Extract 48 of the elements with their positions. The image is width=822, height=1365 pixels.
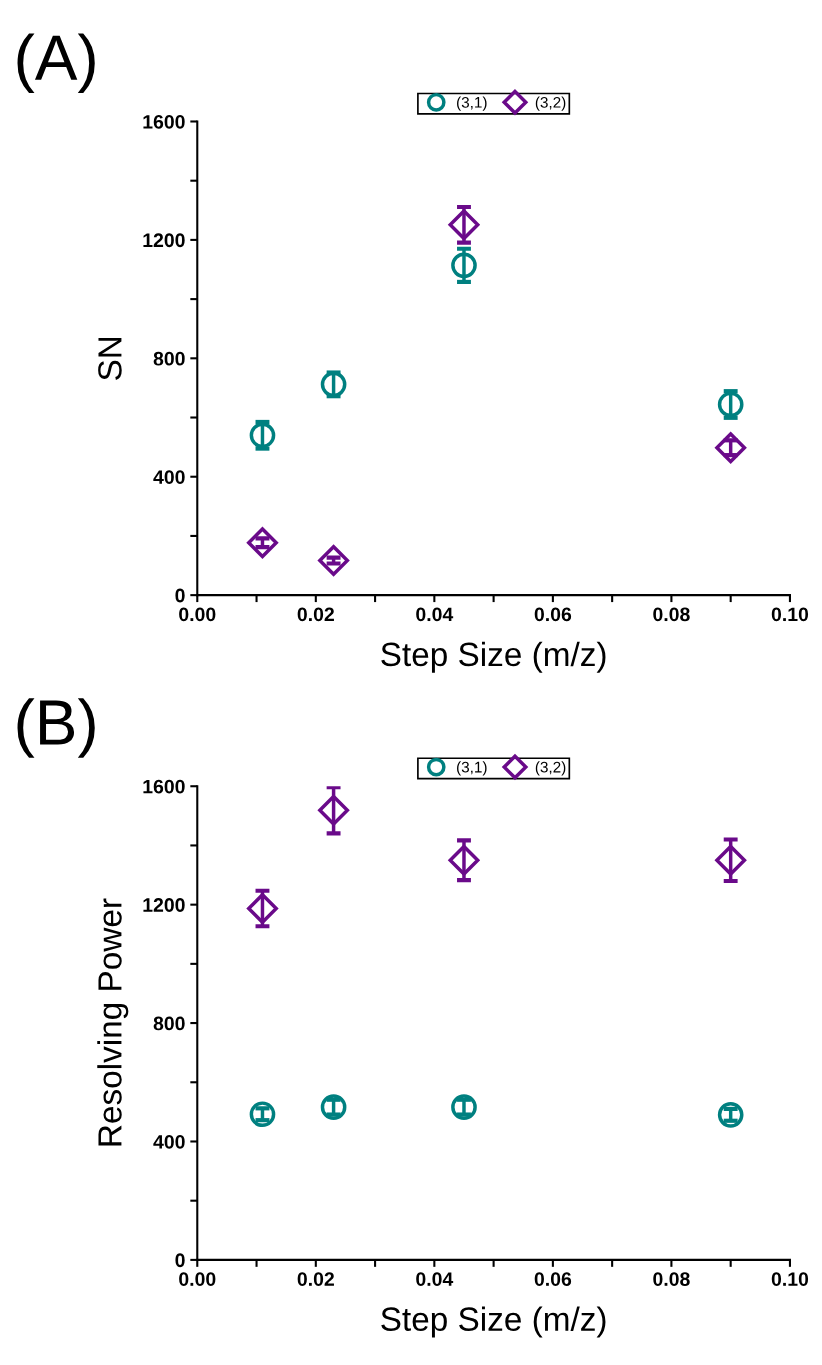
x-tick-label: 0.08: [653, 1272, 690, 1286]
x-tick-label: 0.02: [297, 607, 334, 622]
legend-label: (3,2): [535, 761, 566, 776]
point: [451, 252, 477, 279]
x-axis-title: Step Size (m/z): [381, 1306, 606, 1338]
y-tick-label: 0: [175, 588, 185, 603]
y-tick-label: 400: [153, 1134, 185, 1149]
legend-label: (3,2): [535, 96, 566, 111]
y-tick-label: 800: [153, 351, 185, 366]
point: [249, 1101, 276, 1128]
point: [448, 844, 480, 876]
y-tick-label: 0: [175, 1253, 185, 1268]
point: [715, 432, 747, 464]
x-tick-label: 0.10: [771, 1272, 809, 1286]
y-axis-title: Resolving Power: [97, 898, 129, 1146]
x-tick-label: 0.02: [297, 1272, 334, 1286]
point: [320, 371, 347, 398]
point: [318, 545, 350, 576]
point: [249, 422, 276, 449]
point: [717, 391, 744, 418]
x-tick-label: 0.04: [416, 607, 454, 622]
y-tick-label: 400: [153, 470, 185, 484]
point: [246, 527, 278, 559]
legend-label: (3,1): [457, 96, 487, 111]
x-tick-label: 0.06: [534, 1272, 572, 1286]
y-tick-label: 1600: [143, 114, 185, 129]
point: [715, 844, 747, 876]
point: [320, 1094, 347, 1120]
point: [717, 1101, 744, 1128]
point: [246, 893, 278, 924]
legend-label: (3,1): [457, 761, 487, 776]
x-tick-label: 0.00: [179, 1272, 216, 1286]
x-tick-label: 0.10: [771, 607, 809, 622]
x-axis-title: Step Size (m/z): [381, 641, 606, 673]
x-tick-label: 0.04: [416, 1272, 454, 1286]
x-tick-label: 0.06: [534, 607, 572, 622]
x-tick-label: 0.00: [179, 607, 216, 622]
chart-title: (B): [17, 698, 95, 758]
y-axis-title: SN: [98, 337, 122, 380]
point: [448, 209, 480, 241]
point: [318, 794, 350, 826]
x-tick-label: 0.08: [653, 607, 690, 622]
y-tick-label: 800: [153, 1016, 185, 1031]
y-tick-label: 1200: [143, 898, 185, 912]
y-tick-label: 1600: [143, 779, 185, 794]
y-tick-label: 1200: [143, 233, 185, 248]
chart-title: (A): [17, 33, 95, 94]
point: [451, 1094, 477, 1120]
